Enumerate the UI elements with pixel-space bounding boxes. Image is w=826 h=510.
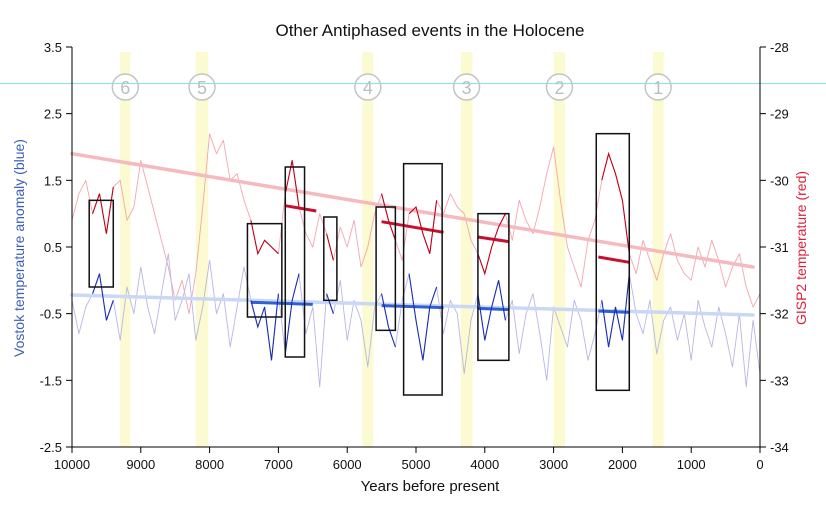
trend-lines <box>70 151 755 317</box>
vostok-trend-line <box>70 293 755 317</box>
gisp2-emphasis-5 <box>381 193 396 241</box>
event-box-5 <box>375 206 397 332</box>
y-left-tick-label: -1.5 <box>40 373 62 388</box>
y-right-tick-label: -31 <box>770 240 789 255</box>
vostok-emphasis-8 <box>601 273 630 348</box>
vostok-emphasis-1 <box>92 273 114 321</box>
y-left-tick-label: 3.5 <box>44 40 62 55</box>
event-marker-4 <box>354 73 382 101</box>
vostok-emphasis-5 <box>381 293 396 348</box>
y-axis-right-label: GISP2 temperature (red) <box>793 171 809 325</box>
y-left-tick-label: -0.5 <box>40 307 62 322</box>
x-tick-label: 1000 <box>677 457 706 472</box>
event-marker-3 <box>452 73 481 101</box>
y-right-tick-label: -30 <box>770 173 789 188</box>
trend-highlight-3 <box>477 235 510 244</box>
x-tick-label: 8000 <box>195 457 224 472</box>
event-box-6 <box>402 162 443 396</box>
gisp2-emphasis-1 <box>92 186 114 234</box>
x-tick-label: 3000 <box>539 457 568 472</box>
vostok-emphasis-7 <box>477 280 506 341</box>
event-marker-6 <box>111 73 140 101</box>
y-right-tick-label: -34 <box>770 440 789 455</box>
axes: 3.5 2.5 1.5 0.5 -0.5 -1.5 -2.5 -28 -29 -30 -31 -32 -… <box>0 40 826 472</box>
event-band-2 <box>553 52 566 447</box>
gisp2-emphasis-7 <box>477 213 506 276</box>
event-number-4: 4 <box>363 78 373 98</box>
event-number-2: 2 <box>554 78 564 98</box>
x-tick-label: 7000 <box>264 457 293 472</box>
gisp2-emphasis-4 <box>326 233 334 261</box>
event-box-3 <box>284 166 306 358</box>
y-axis-left-label: Vostok temperature anomaly (blue) <box>11 139 27 357</box>
vostok-emphasis-4 <box>326 293 334 314</box>
trend-highlight-4 <box>598 255 630 264</box>
y-left-tick-label: 1.5 <box>44 173 62 188</box>
event-number-1: 1 <box>653 78 663 98</box>
event-bands: 6 5 4 3 2 1 <box>111 52 672 447</box>
x-tick-label: 10000 <box>54 457 90 472</box>
trend-highlight-6 <box>381 304 444 310</box>
vostok-emphasis-3 <box>284 273 300 354</box>
gisp2-emphasis-2 <box>250 220 279 256</box>
x-tick-label: 0 <box>756 457 763 472</box>
event-band-6 <box>120 52 131 447</box>
gisp2-emphasis-8 <box>601 151 630 254</box>
event-band-4 <box>362 52 374 447</box>
x-tick-label: 4000 <box>470 457 499 472</box>
trend-highlight-1 <box>285 204 317 213</box>
y-right-tick-label: -32 <box>770 307 789 322</box>
event-marker-2 <box>545 73 574 101</box>
event-boxes <box>88 132 631 396</box>
event-number-5: 5 <box>197 78 207 98</box>
y-right-tick-label: -33 <box>770 373 789 388</box>
event-marker-1 <box>644 73 672 101</box>
y-right-tick-label: -29 <box>770 107 789 122</box>
event-box-1 <box>88 199 115 288</box>
y-left-tick-label: 0.5 <box>44 240 62 255</box>
vostok-emphasis-6 <box>408 273 438 361</box>
event-box-2 <box>246 222 283 318</box>
gisp2-emphasis-6 <box>408 200 438 254</box>
x-tick-label: 6000 <box>333 457 362 472</box>
event-band-5 <box>195 52 209 447</box>
vostok-emphasis-2 <box>250 293 279 361</box>
event-number-3: 3 <box>462 78 472 98</box>
event-band-3 <box>460 52 473 447</box>
x-tick-label: 5000 <box>402 457 431 472</box>
y-right-tick-label: -28 <box>770 40 789 55</box>
y-left-tick-label: -2.5 <box>40 440 62 455</box>
x-tick-label: 9000 <box>126 457 155 472</box>
trend-highlight-7 <box>477 306 509 312</box>
x-tick-label: 2000 <box>608 457 637 472</box>
event-number-6: 6 <box>120 78 130 98</box>
chart-title: Other Antiphased events in the Holocene <box>275 21 584 40</box>
event-box-4 <box>323 216 338 302</box>
event-marker-5 <box>188 73 216 101</box>
y-left-tick-label: 2.5 <box>44 107 62 122</box>
x-axis-label: Years before present <box>361 478 501 495</box>
gisp2-emphasis-3 <box>284 160 300 208</box>
event-box-8 <box>595 132 631 392</box>
event-box-7 <box>477 212 510 362</box>
